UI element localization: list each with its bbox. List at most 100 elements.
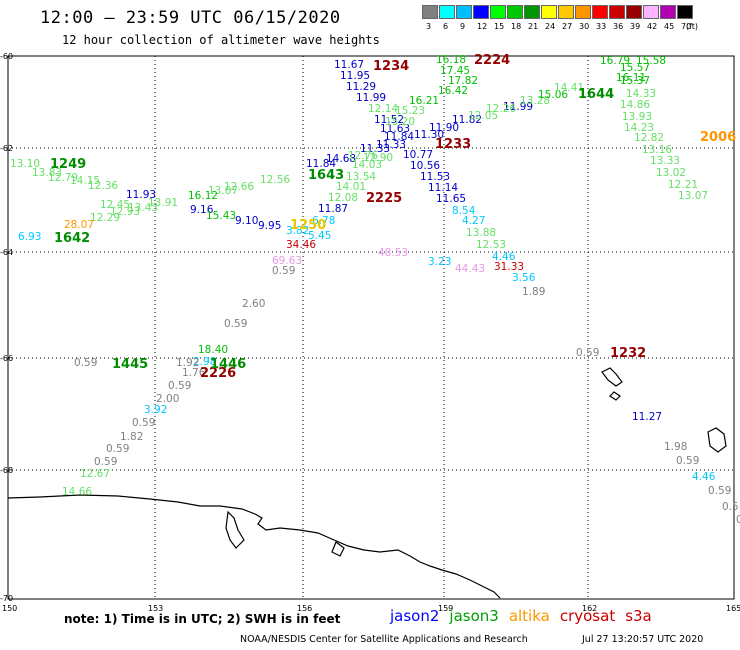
wave-height-label: 13.83 <box>32 167 63 179</box>
wave-height-label: 0.59 <box>224 318 248 330</box>
wave-height-label: 3.92 <box>144 404 168 416</box>
wave-height-label: 16.12 <box>188 190 219 202</box>
wave-height-label: 13.43 <box>128 202 159 214</box>
pass-time-label: 1643 <box>308 168 345 183</box>
wave-height-label: 12.21 <box>668 179 699 191</box>
wave-height-label: 14.66 <box>62 486 93 498</box>
wave-height-label: 12.67 <box>80 468 111 480</box>
wave-height-label: 15.58 <box>636 55 667 67</box>
wave-height-label: 0.59 <box>106 443 130 455</box>
wave-height-label: 12.53 <box>476 239 507 251</box>
map-subtitle: 12 hour collection of altimeter wave hei… <box>62 33 380 47</box>
wave-height-label: 11.67 <box>334 59 365 71</box>
wave-height-label: 16.42 <box>438 85 469 97</box>
wave-height-label: 11.65 <box>436 193 467 205</box>
wave-height-label: 11.27 <box>632 411 663 423</box>
wave-height-label: 12.93 <box>110 206 141 218</box>
generation-timestamp: Jul 27 13:20:57 UTC 2020 <box>582 634 704 645</box>
pass-time-label: 2225 <box>366 191 403 206</box>
wave-height-label: 28.07 <box>64 219 95 231</box>
wave-height-label: 14.41 <box>554 82 585 94</box>
wave-height-label: 11.30 <box>414 129 445 141</box>
wave-height-label: 11.33 <box>360 143 391 155</box>
legend-swatch <box>456 5 472 19</box>
wave-height-label: 11.99 <box>356 92 387 104</box>
wave-height-label: 9.95 <box>258 220 282 232</box>
wave-height-label: 0.59 <box>708 485 732 497</box>
coastline <box>7 494 501 599</box>
wave-height-label: 11.53 <box>420 171 451 183</box>
graticule <box>8 56 734 599</box>
wave-height-label: 1.92 <box>176 357 200 369</box>
wave-height-label: 12.14 <box>368 103 399 115</box>
wave-height-label: 11.95 <box>340 70 371 82</box>
pass-time-label: 2224 <box>474 53 511 68</box>
wave-height-label: 13.33 <box>650 155 681 167</box>
wave-height-label: 44.43 <box>455 263 486 275</box>
wave-height-label: 12.05 <box>468 110 499 122</box>
legend-swatch-label: 21 <box>528 22 539 31</box>
wave-height-label: 14.15 <box>70 175 101 187</box>
wave-height-label: 0.59 <box>272 265 296 277</box>
legend-swatch <box>626 5 642 19</box>
legend-swatch-label: 70 <box>681 22 692 31</box>
wave-height-label: 15.37 <box>620 75 651 87</box>
wave-height-label: 2.98 <box>193 356 217 368</box>
wave-height-label: 14.03 <box>352 159 383 171</box>
legend-swatch <box>507 5 523 19</box>
pass-time-label: 2006 <box>700 130 737 145</box>
legend-swatch <box>422 5 438 19</box>
pass-time-label: 1249 <box>50 157 87 172</box>
wave-height-label: 13.10 <box>10 158 41 170</box>
wave-height-label: 10.56 <box>410 160 441 172</box>
lon-label: 150 <box>2 604 18 613</box>
pass-time-label: 1644 <box>578 87 615 102</box>
map-title: 12:00 – 23:59 UTC 06/15/2020 <box>40 8 341 28</box>
wave-height-label: 15.23 <box>395 105 426 117</box>
pass-time-label: 1446 <box>210 357 247 372</box>
wave-height-label: 11.90 <box>429 122 460 134</box>
lon-label: 165 <box>726 604 740 613</box>
legend-swatch <box>592 5 608 19</box>
wave-height-label: 12.08 <box>328 192 359 204</box>
coast-inlet-2 <box>331 541 345 557</box>
satellite-name: jason3 <box>449 607 499 625</box>
wave-height-label: 69.63 <box>272 255 303 267</box>
island-3 <box>707 427 727 453</box>
wave-height-label: 31.33 <box>494 261 525 273</box>
wave-height-label: 15.06 <box>538 89 569 101</box>
legend-swatch-label: 3 <box>426 22 432 31</box>
wave-height-label: 4.27 <box>462 215 486 227</box>
wave-height-label: 12.36 <box>88 180 119 192</box>
wave-height-label: 12.26 <box>486 103 517 115</box>
satellite-name: s3a <box>625 607 652 625</box>
wave-height-label: 14.86 <box>620 99 651 111</box>
wave-height-label: 0.5 <box>722 501 739 513</box>
wave-height-label: 2.60 <box>242 298 266 310</box>
wave-height-label: 15.20 <box>385 116 416 128</box>
wave-height-label: 12.45 <box>100 199 131 211</box>
footer-note: note: 1) Time is in UTC; 2) SWH is in fe… <box>64 612 341 626</box>
pass-time-label: 1233 <box>435 137 472 152</box>
pass-time-label: 1250 <box>290 218 327 233</box>
pass-time-label: 1232 <box>610 346 647 361</box>
wave-height-label: 13.28 <box>520 95 551 107</box>
wave-height-label: 1.98 <box>664 441 688 453</box>
wave-height-label: 12.79 <box>48 172 79 184</box>
legend-swatch <box>490 5 506 19</box>
satellite-name: cryosat <box>559 607 616 625</box>
legend-swatch-label: 6 <box>443 22 449 31</box>
lon-label: 153 <box>148 604 164 613</box>
wave-height-label: 12.29 <box>90 212 121 224</box>
satellite-legend: jason2 jason3 altika cryosat s3a <box>390 607 662 625</box>
lon-label: 156 <box>297 604 313 613</box>
map-frame <box>7 55 735 600</box>
wave-height-label: 11.82 <box>452 114 483 126</box>
wave-height-label: 9.10 <box>235 215 259 227</box>
wave-height-label: 11.63 <box>380 123 411 135</box>
wave-height-label: 13.02 <box>656 167 687 179</box>
wave-height-label: 11.84 <box>384 131 415 143</box>
legend-swatch-label: 42 <box>647 22 658 31</box>
pass-time-label: 1234 <box>373 59 410 74</box>
